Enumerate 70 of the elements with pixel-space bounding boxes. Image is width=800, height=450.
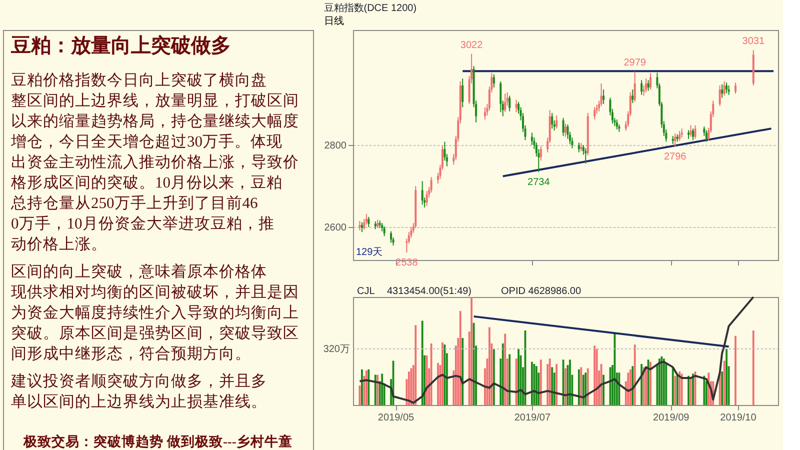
candlestick bbox=[674, 133, 676, 148]
annotation: 3022 bbox=[460, 40, 484, 51]
candlestick bbox=[694, 124, 696, 140]
candlestick bbox=[530, 132, 533, 146]
candlestick bbox=[363, 218, 366, 230]
annotation: 129天 bbox=[356, 247, 383, 258]
candlestick bbox=[578, 142, 580, 153]
chart-title: 豆粕指数(DCE 1200) bbox=[324, 2, 417, 14]
candlestick bbox=[556, 114, 558, 130]
candlestick bbox=[647, 80, 650, 92]
candlestick bbox=[504, 93, 506, 113]
candlestick bbox=[358, 220, 361, 231]
candlestick bbox=[634, 70, 636, 102]
candlestick bbox=[540, 145, 542, 162]
candlestick bbox=[690, 124, 692, 138]
candlestick bbox=[390, 230, 392, 244]
x-tick-label: 2019/05 bbox=[378, 412, 415, 424]
candlestick bbox=[462, 78, 464, 108]
annotation: 2979 bbox=[624, 57, 646, 68]
candlestick bbox=[734, 82, 736, 94]
annotation: 2734 bbox=[528, 177, 550, 188]
ref-line-label: 320万 bbox=[323, 344, 350, 355]
candlestick bbox=[602, 89, 605, 104]
candlestick bbox=[645, 78, 648, 93]
candlestick bbox=[723, 80, 726, 96]
candlestick bbox=[632, 89, 634, 104]
candlestick bbox=[718, 84, 721, 106]
candlestick bbox=[584, 148, 587, 164]
candlestick bbox=[678, 130, 681, 142]
candlestick bbox=[421, 180, 424, 206]
candlestick bbox=[368, 216, 370, 228]
candlestick bbox=[594, 106, 596, 120]
candlestick bbox=[360, 222, 363, 233]
candlestick bbox=[500, 80, 502, 113]
annotation: CJL bbox=[357, 286, 376, 297]
annotation: OPID 4628986.00 bbox=[501, 286, 582, 297]
annotation: 4313454.00(51:49) bbox=[387, 286, 472, 297]
candlestick bbox=[640, 80, 643, 96]
candlestick bbox=[551, 112, 554, 130]
candlestick bbox=[616, 119, 618, 130]
candlestick bbox=[515, 99, 518, 113]
y-tick-label: 2800 bbox=[324, 140, 347, 152]
annotation: 2796 bbox=[664, 152, 687, 163]
candlestick bbox=[650, 72, 652, 90]
candlestick bbox=[564, 123, 566, 138]
candlestick bbox=[692, 128, 694, 141]
candlestick bbox=[492, 74, 495, 88]
candlestick bbox=[726, 82, 728, 94]
text: 极致交易：突破博趋势 做到极致---乡村牛童 bbox=[22, 433, 292, 449]
candlestick bbox=[728, 84, 730, 96]
candlestick bbox=[705, 130, 708, 142]
candlestick bbox=[426, 190, 428, 206]
x-tick-label: 2019/09 bbox=[653, 412, 690, 424]
x-tick-label: 2019/07 bbox=[514, 412, 551, 424]
text: 区间的向上突破，意味着原本价格体现供求相对均衡的区间被破坏，并且是因为资金大幅度持续性介入导致的均衡向上突破。原本区间是强势区间，突破导致区间形成中继形态，符合预期方向。 bbox=[11, 262, 299, 362]
x-tick-label: 2019/10 bbox=[720, 412, 757, 424]
candlestick bbox=[680, 128, 683, 138]
candlestick bbox=[383, 226, 386, 237]
candlestick bbox=[365, 214, 368, 226]
text: 豆粕：放量向上突破做多 bbox=[10, 34, 231, 57]
candlestick bbox=[721, 84, 724, 98]
candlestick bbox=[508, 95, 511, 112]
candlestick bbox=[562, 117, 564, 136]
candlestick bbox=[430, 176, 432, 194]
text: 建议投资者顺突破方向做多，并且多单以区间的上边界线为止损基准线。 bbox=[10, 372, 267, 410]
text: 豆粕价格指数今日向上突破了横向盘整区间的上边界线，放量明显，打破区间以来的缩量趋势格局，持仓量继续大幅度增仓，今日全天增仓超过30万手。体现出资金主动性流入推动价格上涨，导致价格形成区间的突破。10月份以来，豆粕总持仓量从250万手上升到了目前460万手，10月份资金大举进攻豆粕，推动价格上涨。 bbox=[11, 72, 299, 253]
y-tick-label: 2600 bbox=[324, 222, 347, 234]
annotation: 3031 bbox=[742, 36, 765, 48]
candlestick bbox=[484, 106, 486, 120]
chart-subtitle: 日线 bbox=[324, 15, 344, 27]
